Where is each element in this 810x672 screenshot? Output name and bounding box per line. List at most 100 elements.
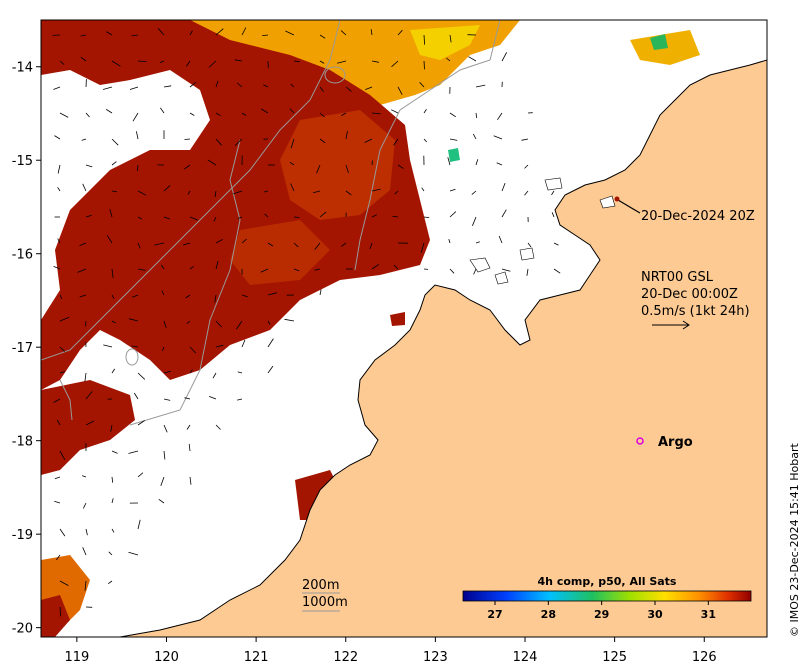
- current-vector: [85, 214, 92, 218]
- current-vector: [241, 339, 246, 348]
- current-vector: [524, 190, 529, 196]
- y-tick-label: -20: [12, 622, 33, 637]
- current-vector: [423, 108, 427, 114]
- current-vector: [208, 396, 217, 400]
- current-vector: [267, 292, 278, 296]
- current-vector: [59, 112, 69, 118]
- current-vector: [186, 60, 191, 67]
- x-tick-label: 122: [333, 650, 358, 665]
- y-tick-label: -18: [12, 435, 33, 450]
- current-vector: [370, 29, 373, 36]
- current-vector: [267, 338, 274, 348]
- current-vector: [79, 242, 87, 246]
- current-vector: [267, 365, 274, 374]
- current-vector: [131, 345, 139, 348]
- current-vector: [472, 216, 477, 226]
- x-tick-label: 125: [602, 650, 627, 665]
- y-tick-label: -15: [12, 154, 33, 169]
- current-vector: [214, 190, 217, 198]
- current-vector: [57, 187, 61, 192]
- current-vector: [449, 188, 456, 192]
- sst-layer: [41, 20, 700, 637]
- current-vector: [290, 183, 295, 192]
- current-vector: [137, 472, 144, 478]
- current-vector: [233, 190, 243, 195]
- current-vector: [54, 500, 61, 504]
- current-vector: [215, 28, 224, 36]
- current-vector: [371, 214, 378, 218]
- current-vector: [449, 211, 457, 218]
- current-vector: [260, 268, 269, 273]
- current-vector: [82, 183, 87, 192]
- sst-left-lower-blob: [41, 380, 135, 475]
- current-vector: [446, 57, 451, 62]
- current-vector: [102, 86, 113, 90]
- x-tick-label: 124: [513, 650, 538, 665]
- current-vector: [551, 190, 555, 196]
- current-vector: [393, 264, 399, 270]
- current-vector: [136, 164, 139, 172]
- current-vector: [85, 420, 95, 426]
- current-vector: [132, 294, 139, 298]
- current-vector: [236, 320, 243, 330]
- x-tick-label: 126: [692, 650, 717, 665]
- current-vector: [137, 60, 147, 62]
- x-tick-label: 121: [244, 650, 269, 665]
- islands: [469, 177, 616, 285]
- current-vector: [319, 34, 326, 39]
- current-vector: [80, 34, 87, 37]
- current-vector: [182, 242, 191, 246]
- current-vector: [293, 60, 300, 63]
- current-vector: [340, 30, 347, 36]
- current-vector: [260, 108, 269, 114]
- current-vector: [158, 498, 165, 504]
- coastline: [119, 59, 767, 637]
- current-vector: [163, 216, 171, 220]
- colorbar-tick-label: 29: [594, 608, 609, 621]
- current-vector: [163, 424, 168, 433]
- current-vector: [289, 108, 295, 114]
- current-vector: [85, 391, 93, 400]
- current-vector: [215, 238, 223, 244]
- current-vector: [59, 316, 70, 322]
- current-vector: [59, 294, 63, 299]
- current-vector: [316, 164, 321, 174]
- sst-green-patch-1: [650, 34, 668, 50]
- current-vector: [241, 112, 247, 116]
- current-vector: [53, 266, 61, 270]
- current-vector: [59, 580, 69, 586]
- current-vector: [163, 450, 166, 460]
- current-vector: [137, 190, 147, 196]
- current-vector: [497, 112, 503, 121]
- isobath-1000-label: 1000m: [302, 595, 348, 610]
- current-vector: [553, 268, 561, 274]
- current-vector: [159, 60, 165, 63]
- current-vector: [137, 216, 143, 220]
- current-vector: [160, 264, 165, 270]
- current-vector: [234, 138, 243, 146]
- current-vectors: [52, 27, 561, 617]
- current-vector: [189, 346, 197, 354]
- current-vector: [365, 86, 373, 90]
- current-vector: [56, 554, 61, 561]
- current-vector: [371, 60, 379, 63]
- current-vector: [284, 318, 295, 322]
- current-vector: [498, 235, 503, 244]
- current-vector: [137, 420, 145, 426]
- current-vector: [394, 190, 399, 195]
- current-vector: [472, 133, 477, 140]
- current-vector: [471, 190, 477, 195]
- track-arrow: [617, 199, 641, 214]
- y-tick-label: -16: [12, 248, 33, 263]
- current-vector: [163, 370, 172, 374]
- current-vector: [475, 159, 479, 166]
- current-vector: [82, 502, 87, 509]
- current-vector: [185, 294, 191, 299]
- current-vector: [293, 216, 300, 218]
- current-vector: [128, 318, 139, 322]
- current-vector: [59, 528, 66, 537]
- current-vector: [111, 268, 114, 278]
- colorbar-tick-label: 27: [487, 608, 502, 621]
- current-vector: [264, 213, 269, 218]
